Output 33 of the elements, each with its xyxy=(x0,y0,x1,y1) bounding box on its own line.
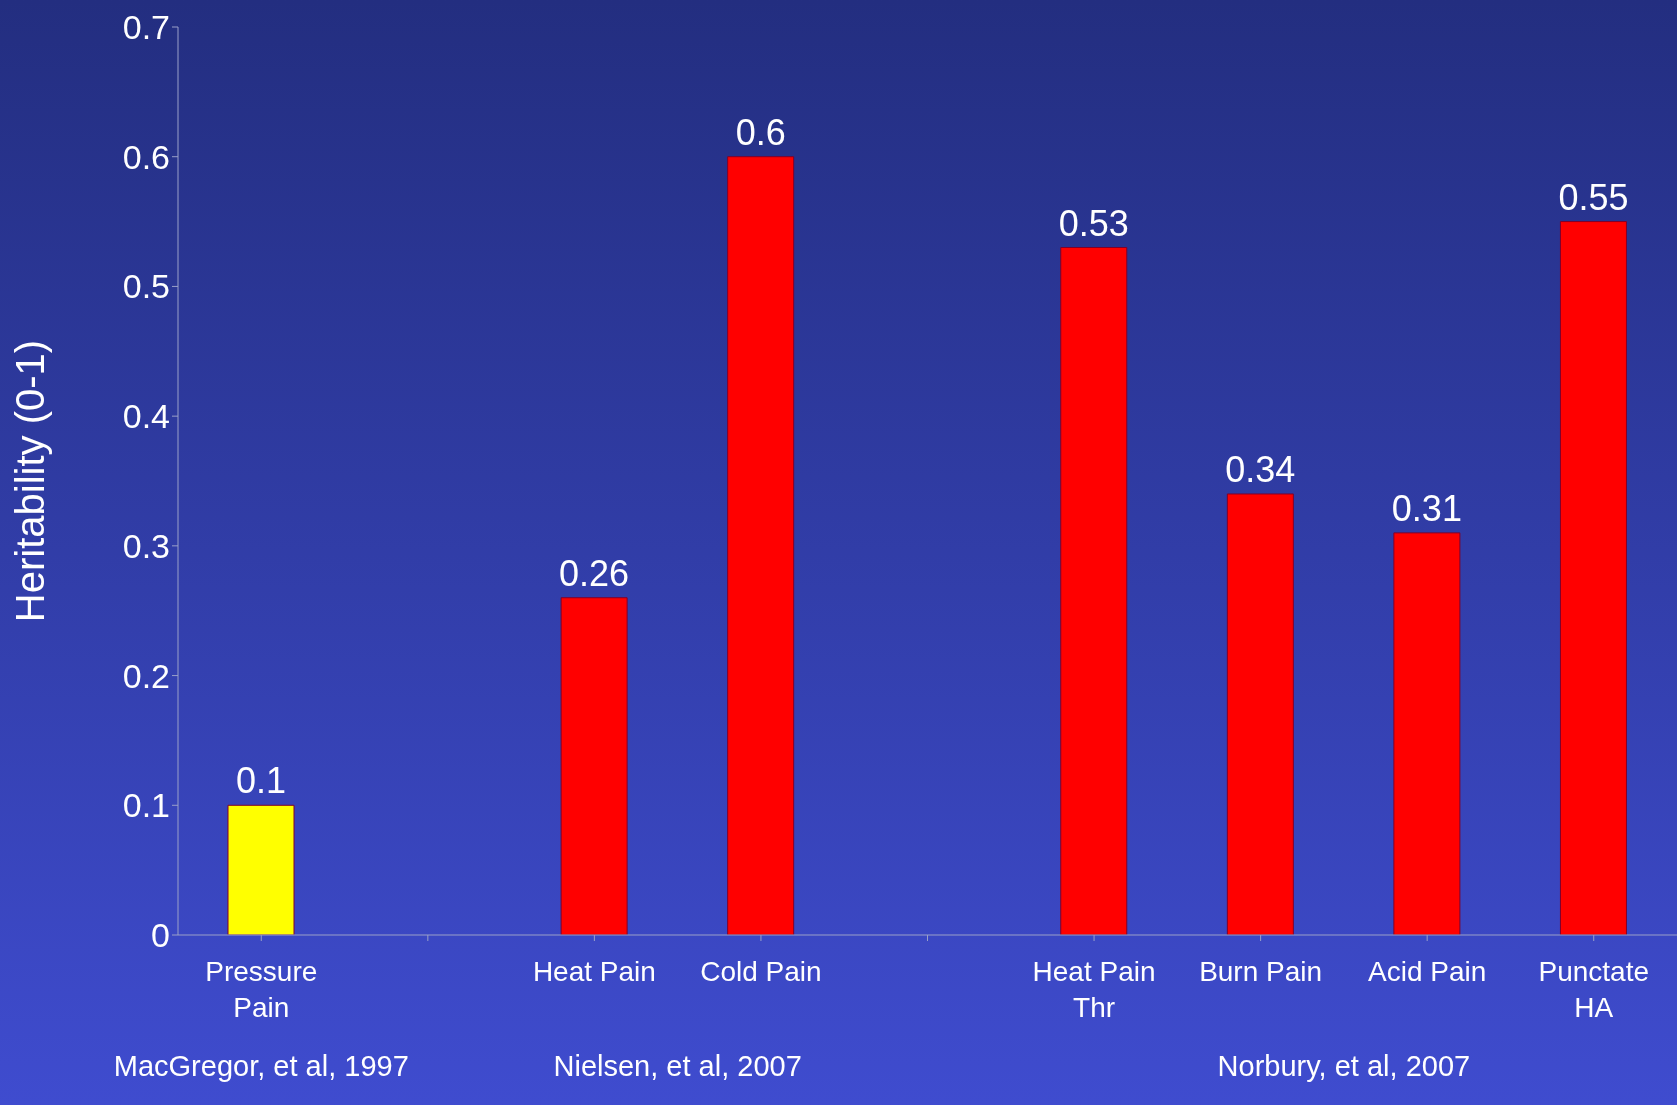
y-axis-title: Heritability (0-1) xyxy=(8,339,53,623)
data-label: 0.34 xyxy=(1225,448,1296,490)
y-tick-label: 0.4 xyxy=(122,397,170,436)
bar xyxy=(227,804,295,935)
x-tick-label: Acid Pain xyxy=(1368,956,1487,987)
data-label: 0.55 xyxy=(1558,176,1629,218)
text: Norbury, et al, 2007 xyxy=(1216,1050,1472,1083)
y-tick-label: 0 xyxy=(151,916,170,955)
bar xyxy=(560,597,628,935)
x-tick-label: Burn Pain xyxy=(1199,956,1323,987)
data-label: 0.1 xyxy=(235,760,287,802)
x-tick-label: Punctate HA xyxy=(1538,956,1649,1023)
data-label: 0.53 xyxy=(1058,202,1129,244)
x-tick-label: Heat Pain xyxy=(532,956,656,987)
y-tick-label: 0.1 xyxy=(122,786,170,825)
y-tick-label: 0.2 xyxy=(122,656,170,695)
text: Nielsen, et al, 2007 xyxy=(552,1050,803,1083)
data-label: 0.31 xyxy=(1391,487,1462,529)
y-tick-label: 0.7 xyxy=(122,8,170,47)
bar xyxy=(1393,532,1461,935)
y-tick-label: 0.3 xyxy=(122,526,170,565)
x-tick-label: Pressure Pain xyxy=(205,956,318,1023)
bar xyxy=(727,156,795,935)
x-tick-label: Heat Pain Thr xyxy=(1032,956,1156,1023)
data-label: 0.6 xyxy=(735,111,786,153)
y-tick-label: 0.6 xyxy=(122,137,170,176)
bar xyxy=(1559,221,1627,935)
text: MacGregor, et al, 1997 xyxy=(112,1050,410,1083)
data-label: 0.26 xyxy=(559,552,630,594)
bar xyxy=(1226,493,1294,935)
x-tick-label: Cold Pain xyxy=(700,956,822,987)
y-tick-label: 0.5 xyxy=(122,267,170,306)
bar xyxy=(1060,247,1128,935)
